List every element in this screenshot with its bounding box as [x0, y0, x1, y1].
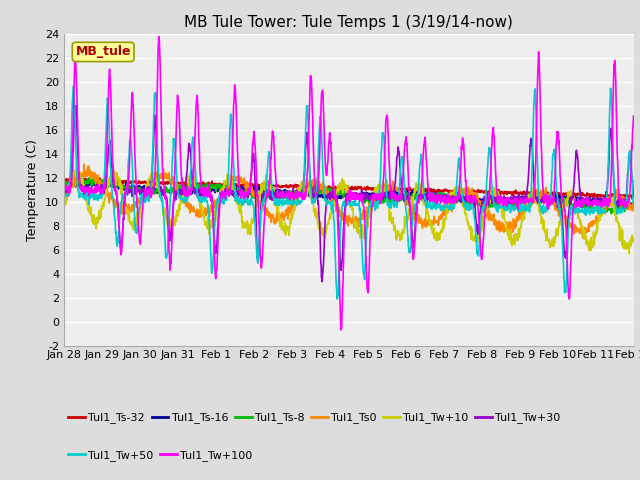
Text: MB_tule: MB_tule [76, 46, 131, 59]
Title: MB Tule Tower: Tule Temps 1 (3/19/14-now): MB Tule Tower: Tule Temps 1 (3/19/14-now… [184, 15, 513, 30]
Y-axis label: Temperature (C): Temperature (C) [26, 139, 39, 240]
Legend: Tul1_Tw+50, Tul1_Tw+100: Tul1_Tw+50, Tul1_Tw+100 [64, 445, 257, 465]
